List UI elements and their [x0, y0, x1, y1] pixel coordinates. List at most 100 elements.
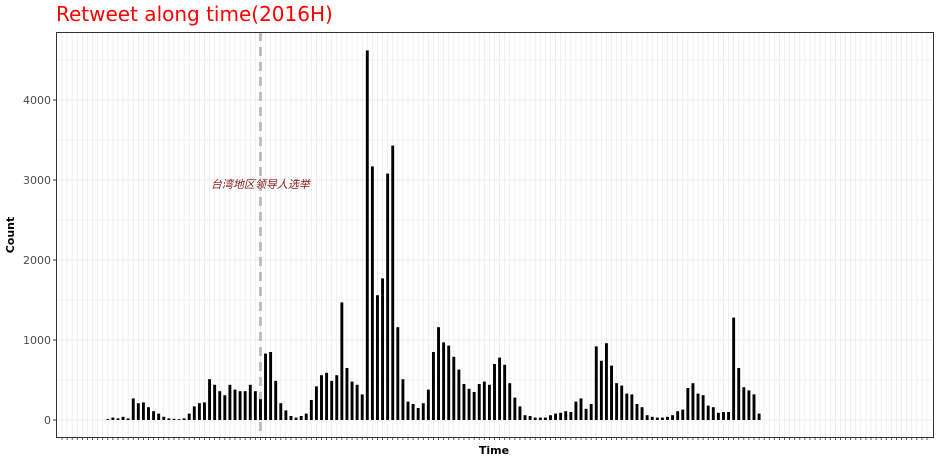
bar [223, 395, 227, 420]
bar [569, 412, 573, 420]
bar [625, 393, 629, 420]
bar [671, 415, 675, 420]
y-tick-label: 1000 [23, 334, 51, 347]
bar [513, 397, 517, 420]
bar [554, 413, 558, 420]
bar [309, 400, 313, 420]
bar [737, 368, 741, 420]
bar [401, 379, 405, 420]
bar [116, 418, 120, 420]
bar [406, 401, 410, 420]
bar [543, 417, 547, 420]
chart-title: Retweet along time(2016H) [56, 2, 333, 26]
bar [274, 380, 278, 420]
bar [396, 327, 400, 420]
bar [269, 352, 273, 420]
bar [437, 327, 440, 420]
bar [462, 384, 466, 420]
bar [660, 417, 664, 420]
bar [604, 343, 608, 420]
bar [213, 384, 217, 420]
bar [243, 391, 247, 420]
bar [666, 416, 669, 420]
bar [350, 381, 354, 420]
bar [686, 388, 690, 420]
bar [360, 394, 364, 420]
bar [676, 411, 680, 420]
bar [615, 383, 619, 420]
bar [447, 345, 451, 420]
bar [355, 384, 359, 420]
bar [330, 380, 334, 420]
axes: 0 1000 2000 3000 4000 [23, 94, 928, 440]
bar [299, 416, 303, 420]
bar [370, 166, 374, 420]
bar [599, 360, 603, 420]
bar [533, 417, 537, 420]
bar [345, 368, 349, 420]
bar [233, 389, 237, 420]
bar [340, 302, 344, 420]
bar [467, 388, 471, 420]
y-tick-label: 2000 [23, 254, 51, 267]
bar [691, 383, 695, 420]
bar [620, 385, 624, 420]
bar [655, 417, 659, 420]
bar [431, 352, 435, 420]
bar [381, 278, 385, 420]
bar [141, 402, 145, 420]
bar [136, 403, 140, 420]
bar [192, 406, 196, 420]
bar [747, 390, 751, 420]
y-tick-label: 4000 [23, 94, 51, 107]
bar [294, 417, 298, 420]
bar [320, 375, 323, 420]
bar [121, 416, 125, 420]
bar [289, 416, 293, 420]
bar-series [106, 50, 761, 421]
bar [187, 413, 191, 420]
bar [147, 407, 150, 420]
bar [645, 415, 649, 420]
bar [177, 419, 181, 420]
bar [162, 416, 166, 420]
bar [518, 406, 522, 420]
bar [696, 393, 700, 420]
bar [594, 346, 598, 420]
bar [752, 394, 756, 420]
bar [126, 418, 130, 420]
y-tick-label: 3000 [23, 174, 51, 187]
y-tick-label: 0 [44, 414, 51, 427]
bar [111, 417, 115, 420]
bar [503, 364, 507, 420]
bar [650, 416, 654, 420]
bar [386, 173, 390, 420]
bar [457, 369, 461, 420]
bar [208, 379, 212, 420]
bar [426, 389, 430, 420]
bar [365, 50, 369, 421]
bar [681, 409, 685, 420]
bar [630, 394, 634, 420]
bar [711, 407, 715, 420]
bar [197, 403, 201, 420]
annotation-label: 台湾地区领导人选举 [211, 178, 312, 191]
bar [335, 375, 339, 420]
bar [325, 372, 329, 420]
bar [391, 145, 395, 420]
bar [757, 413, 761, 420]
bar [549, 415, 552, 420]
bar [203, 402, 206, 420]
bar [584, 408, 588, 420]
bar [528, 416, 532, 420]
bar [727, 412, 731, 420]
plot-panel-border [56, 32, 934, 438]
x-axis-title: Time [479, 444, 509, 457]
bar [172, 418, 176, 420]
bar [182, 418, 186, 420]
bar [452, 356, 456, 420]
bar [218, 391, 222, 420]
bar [442, 342, 446, 420]
bar [538, 417, 542, 420]
bar [279, 403, 283, 420]
